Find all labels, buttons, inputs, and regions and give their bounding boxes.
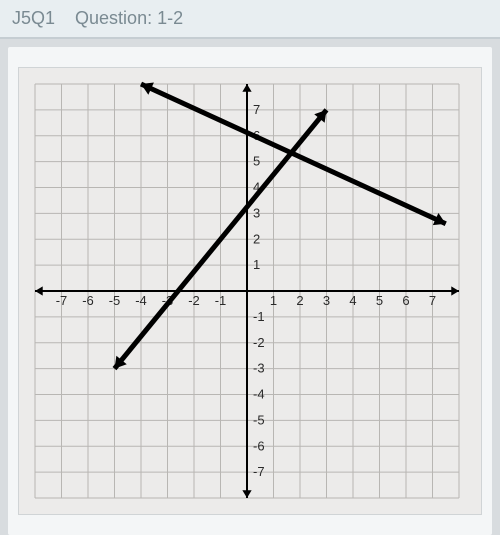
svg-text:-4: -4 <box>135 293 147 308</box>
svg-text:-7: -7 <box>56 293 68 308</box>
svg-text:-7: -7 <box>253 464 265 479</box>
svg-text:-1: -1 <box>215 293 227 308</box>
svg-text:2: 2 <box>296 293 303 308</box>
svg-text:1: 1 <box>253 257 260 272</box>
chart-svg: -7-6-5-4-3-2-112345677654321-1-2-3-4-5-6… <box>27 76 467 506</box>
svg-text:3: 3 <box>323 293 330 308</box>
svg-text:2: 2 <box>253 231 260 246</box>
coordinate-chart: -7-6-5-4-3-2-112345677654321-1-2-3-4-5-6… <box>18 67 482 515</box>
svg-text:-6: -6 <box>253 438 265 453</box>
svg-text:-3: -3 <box>253 361 265 376</box>
svg-text:7: 7 <box>429 293 436 308</box>
svg-text:-2: -2 <box>188 293 200 308</box>
svg-text:-6: -6 <box>82 293 94 308</box>
svg-text:-4: -4 <box>253 387 265 402</box>
svg-text:-1: -1 <box>253 309 265 324</box>
quiz-code: J5Q1 <box>12 8 55 29</box>
svg-text:7: 7 <box>253 102 260 117</box>
content-area: -7-6-5-4-3-2-112345677654321-1-2-3-4-5-6… <box>8 47 492 535</box>
svg-text:-5: -5 <box>253 412 265 427</box>
svg-text:-2: -2 <box>253 335 265 350</box>
svg-text:4: 4 <box>349 293 356 308</box>
svg-text:1: 1 <box>270 293 277 308</box>
header-bar: J5Q1 Question: 1-2 <box>0 0 500 39</box>
svg-text:-5: -5 <box>109 293 121 308</box>
svg-text:3: 3 <box>253 205 260 220</box>
question-label: Question: 1-2 <box>75 8 183 29</box>
svg-text:6: 6 <box>402 293 409 308</box>
svg-text:5: 5 <box>376 293 383 308</box>
svg-text:5: 5 <box>253 154 260 169</box>
